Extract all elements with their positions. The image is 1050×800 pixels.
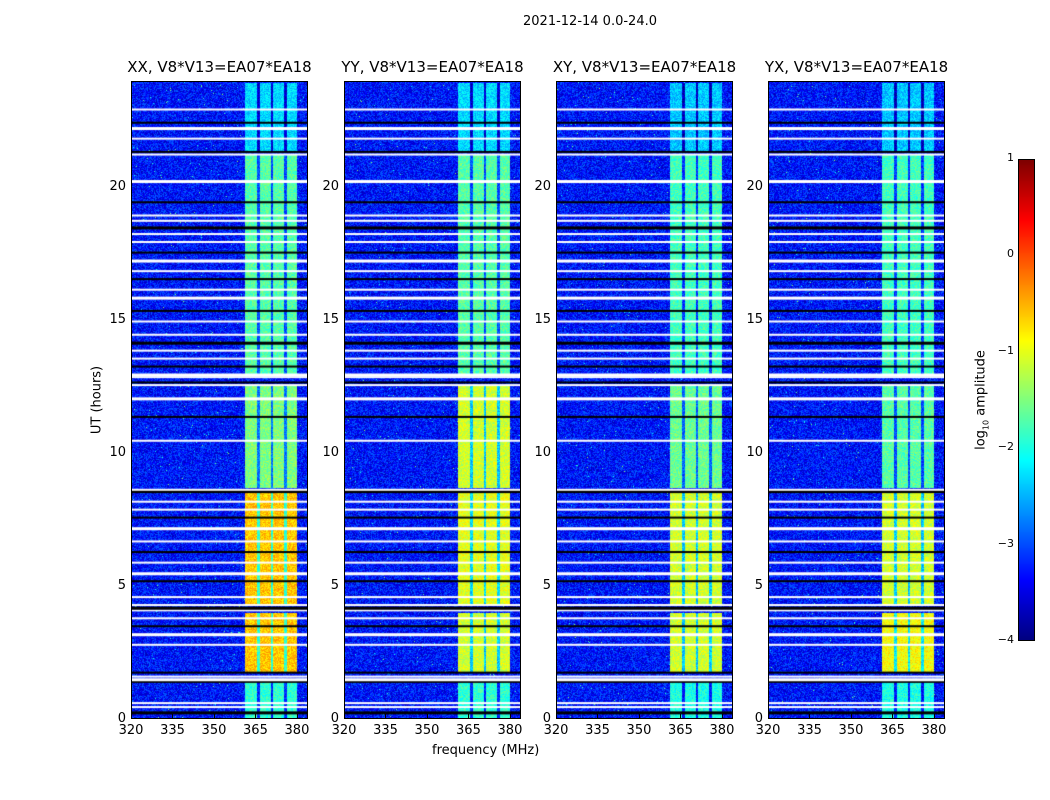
heatmap-panel-yx — [768, 81, 945, 719]
colorbar-label-sub: 10 — [981, 419, 991, 431]
panel-title: XX, V8*V13=EA07*EA18 — [127, 58, 312, 76]
x-tick-label: 380 — [284, 723, 310, 738]
x-tick-label: 320 — [331, 723, 357, 738]
y-tick-label: 5 — [330, 578, 339, 594]
x-tick-label: 380 — [709, 723, 735, 738]
x-tick-mark — [296, 714, 298, 719]
y-tick-label: 10 — [534, 445, 551, 461]
heatmap-cells — [769, 82, 944, 718]
x-tick-mark — [933, 714, 935, 719]
y-tick-label: 20 — [534, 179, 551, 195]
y-tick-label: 5 — [754, 578, 763, 594]
x-tick-mark — [344, 714, 345, 719]
y-tick-label: 0 — [542, 711, 551, 726]
x-tick-mark — [809, 714, 811, 719]
y-tick-label: 15 — [746, 312, 763, 328]
colorbar-label-rest: amplitude — [973, 350, 989, 420]
x-tick-label: 365 — [243, 723, 268, 738]
x-tick-label: 380 — [921, 723, 947, 738]
x-tick-mark — [255, 714, 257, 719]
x-tick-mark — [213, 714, 215, 719]
x-tick-label: 350 — [201, 723, 227, 738]
x-tick-label: 365 — [880, 723, 905, 738]
colorbar-label: log10 amplitude — [974, 350, 991, 450]
y-tick-label: 0 — [117, 711, 126, 726]
y-tick-label: 15 — [322, 312, 339, 328]
panel-title: XY, V8*V13=EA07*EA18 — [552, 58, 737, 76]
y-tick-label: 10 — [322, 445, 339, 461]
x-tick-label: 320 — [755, 723, 781, 738]
x-tick-label: 365 — [456, 723, 481, 738]
x-tick-label: 365 — [668, 723, 693, 738]
y-tick-label: 15 — [534, 312, 551, 328]
x-tick-mark — [892, 714, 894, 719]
y-tick-label: 0 — [330, 711, 339, 726]
x-tick-label: 335 — [373, 723, 398, 738]
x-tick-label: 380 — [497, 723, 523, 738]
colorbar-tick-label: 1 — [1007, 151, 1014, 164]
x-tick-mark — [680, 714, 682, 719]
heatmap-panel-xy — [556, 81, 733, 719]
heatmap-cells — [345, 82, 520, 718]
x-tick-mark — [597, 714, 599, 719]
colorbar-label-log: log — [973, 430, 989, 450]
colorbar-tick-label: −3 — [997, 536, 1014, 550]
colorbar — [1018, 159, 1035, 641]
panel-title: YY, V8*V13=EA07*EA18 — [341, 58, 524, 76]
y-tick-label: 20 — [322, 179, 339, 195]
x-tick-label: 320 — [118, 723, 144, 738]
colorbar-tick-label: 0 — [1007, 247, 1014, 261]
x-tick-mark — [385, 714, 387, 719]
x-tick-label: 350 — [838, 723, 864, 738]
y-tick-label: 10 — [746, 445, 763, 461]
colorbar-tick-label: −1 — [997, 343, 1014, 357]
x-tick-label: 320 — [543, 723, 569, 738]
colorbar-tick-label: −4 — [997, 633, 1014, 646]
y-tick-label: 10 — [109, 445, 126, 461]
y-tick-label: 20 — [109, 179, 126, 195]
y-tick-label: 0 — [754, 711, 763, 726]
colorbar-tick-label: −2 — [997, 440, 1014, 454]
x-tick-mark — [468, 714, 470, 719]
x-tick-mark — [426, 714, 428, 719]
y-tick-label: 5 — [117, 578, 126, 594]
heatmap-panel-yy — [344, 81, 521, 719]
x-tick-mark — [721, 714, 723, 719]
x-tick-mark — [768, 714, 769, 719]
x-tick-label: 335 — [797, 723, 822, 738]
figure-title: 2021-12-14 0.0-24.0 — [523, 14, 657, 29]
x-tick-mark — [131, 714, 132, 719]
y-axis-label: UT (hours) — [89, 365, 105, 435]
x-tick-mark — [850, 714, 852, 719]
x-tick-label: 350 — [414, 723, 440, 738]
x-tick-label: 350 — [626, 723, 652, 738]
x-tick-mark — [509, 714, 511, 719]
x-tick-mark — [638, 714, 640, 719]
y-tick-label: 20 — [746, 179, 763, 195]
y-tick-label: 15 — [109, 312, 126, 328]
heatmap-cells — [557, 82, 732, 718]
panel-title: YX, V8*V13=EA07*EA18 — [764, 58, 949, 76]
x-axis-label: frequency (MHz) — [432, 743, 540, 758]
x-tick-label: 335 — [160, 723, 185, 738]
y-tick-label: 5 — [542, 578, 551, 594]
x-tick-label: 335 — [585, 723, 610, 738]
heatmap-cells — [132, 82, 307, 718]
heatmap-panel-xx — [131, 81, 308, 719]
x-tick-mark — [172, 714, 174, 719]
x-tick-mark — [556, 714, 557, 719]
